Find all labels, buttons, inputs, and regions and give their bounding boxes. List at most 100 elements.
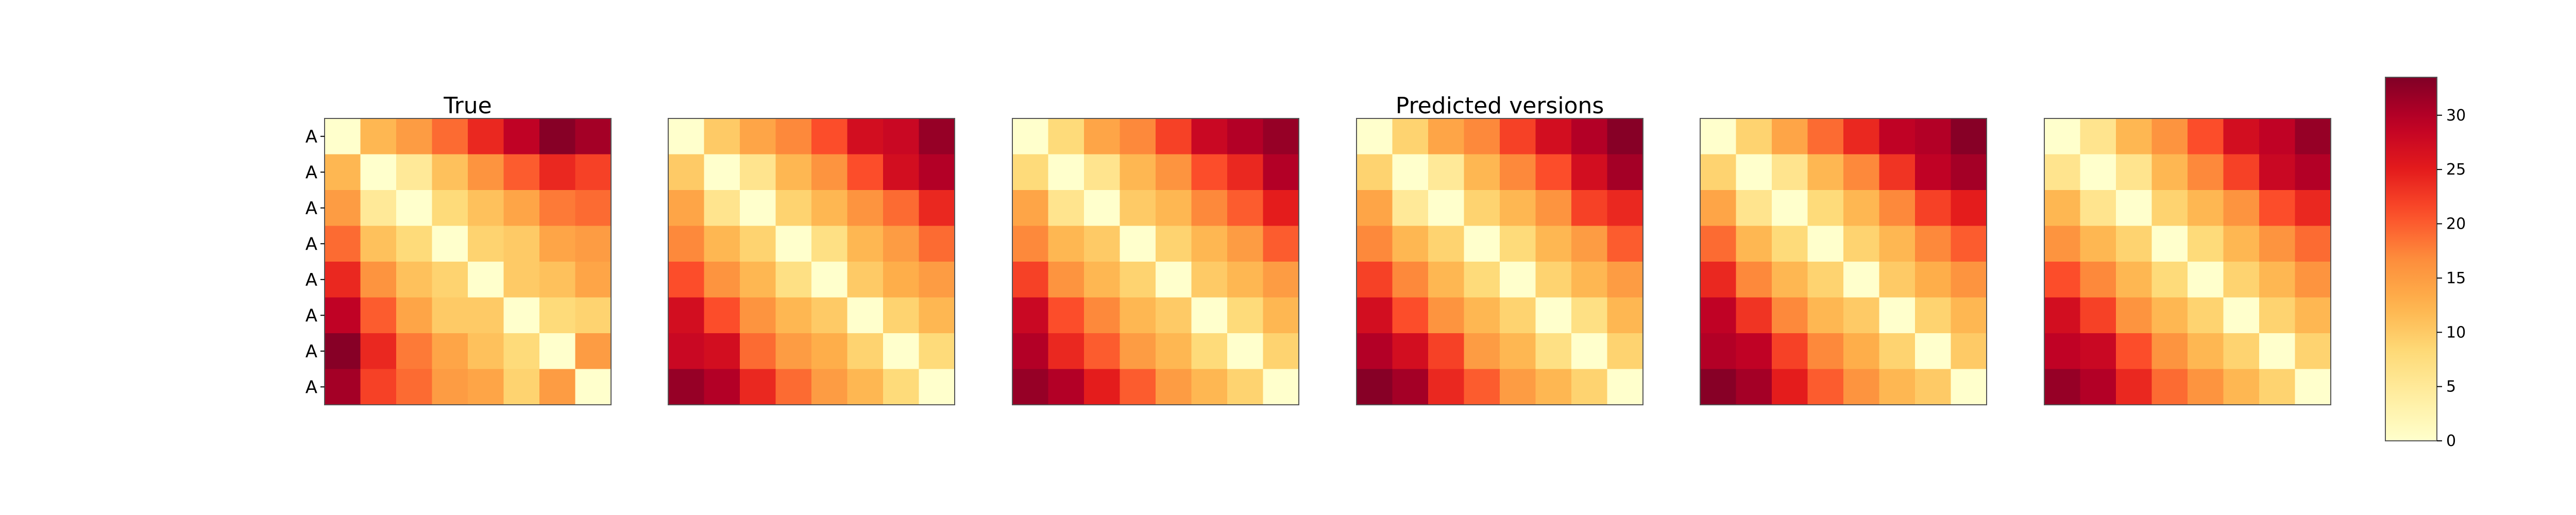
heatmap-cell [2116,333,2153,370]
heatmap-cell [1951,118,1987,155]
heatmap-cell [2080,297,2116,334]
heatmap-cell [575,154,612,191]
heatmap-cell [847,154,884,191]
heatmap-cell [539,333,576,370]
heatmap-cell [1428,154,1465,191]
heatmap-cell [1263,262,1299,298]
heatmap-cell [575,297,612,334]
heatmap-cell [1843,154,1880,191]
colorbar-tick-label: 15 [2446,269,2466,287]
heatmap-cell [883,226,920,262]
heatmap-cell [1571,190,1608,227]
heatmap-cell [668,154,705,191]
heatmap-cell [2116,118,2153,155]
heatmap-cell [2116,262,2153,298]
panel-frame [2044,118,2331,405]
heatmap-cell [1191,333,1228,370]
heatmap-cell [2259,118,2296,155]
colorbar-tick-label: 0 [2446,432,2456,450]
heatmap-cell [1535,369,1572,405]
heatmap-cell [1428,333,1465,370]
heatmap-cell [432,226,468,262]
heatmap-cell [1879,297,1916,334]
heatmap-cell [2080,333,2116,370]
heatmap-cell [2116,297,2153,334]
heatmap-cell [468,297,504,334]
heatmap-cell [2259,297,2296,334]
heatmap-cell [2188,297,2224,334]
heatmap-cell [360,333,397,370]
heatmap-cell [775,297,812,334]
heatmap-cell [1464,226,1500,262]
heatmap-cell [2295,262,2331,298]
heatmap-cell [1392,118,1429,155]
heatmap-cell [575,190,612,227]
heatmap-cell [1191,262,1228,298]
heatmap-cell [1915,262,1952,298]
heatmap-cell [919,190,955,227]
heatmap-cell [775,190,812,227]
heatmap-cell [1428,369,1465,405]
heatmap-cell [704,190,740,227]
heatmap-cell [2080,226,2116,262]
colorbar-tick-label: 30 [2446,107,2466,125]
heatmap-panel-4: Predicted versions [1356,93,1643,405]
heatmap-cell [1535,118,1572,155]
panel-title: True [443,93,492,119]
heatmap-cell [539,369,576,405]
heatmap-cell [1879,118,1916,155]
heatmap-cell [1772,369,1808,405]
heatmap-cell [1392,262,1429,298]
row-tick-label: A [306,270,317,290]
heatmap-cell [775,154,812,191]
heatmap-cell [1084,297,1121,334]
heatmap-cell [1607,118,1643,155]
heatmap-cell [811,262,848,298]
heatmap-cell [360,369,397,405]
heatmap-cell [1951,333,1987,370]
heatmap-cell [2295,190,2331,227]
heatmap-cell [2080,154,2116,191]
heatmap-cell [575,262,612,298]
colorbar-tick-label: 10 [2446,323,2466,341]
heatmap-cell [1263,297,1299,334]
heatmap-cell [1700,154,1737,191]
heatmap-cell [2259,190,2296,227]
heatmap-cell [883,262,920,298]
heatmap-cell [1357,190,1393,227]
heatmap-cell [1607,369,1643,405]
heatmap-cell [847,190,884,227]
heatmap-cell [1843,333,1880,370]
heatmap-cell [1915,333,1952,370]
heatmap-cell [1357,369,1393,405]
heatmap-cell [1807,333,1844,370]
heatmap-cell [575,226,612,262]
heatmap-cell [1048,226,1084,262]
heatmap-panel-5 [1700,118,1987,405]
heatmap-cell [396,118,433,155]
heatmap-cell [1736,297,1772,334]
heatmap-panel-3 [1012,118,1299,405]
heatmap-cell [1227,262,1264,298]
heatmap-cell [2044,118,2081,155]
heatmap-cell [704,262,740,298]
heatmap-cell [1227,297,1264,334]
heatmap-cell [468,333,504,370]
heatmap-cell [539,262,576,298]
heatmap-cell [1263,118,1299,155]
heatmap-cell [1464,190,1500,227]
heatmap-cell [1428,118,1465,155]
heatmap-cell [1156,190,1192,227]
heatmap-cell [2151,262,2188,298]
heatmap-cell [325,118,361,155]
heatmap-cell [325,297,361,334]
heatmap-cell [775,369,812,405]
heatmap-cell [1156,118,1192,155]
heatmap-cell [2295,154,2331,191]
heatmap-cell [1879,333,1916,370]
heatmap-cell [1500,118,1536,155]
heatmap-cell [396,190,433,227]
heatmap-cell [1428,297,1465,334]
heatmap-cell [1464,333,1500,370]
row-tick-label: A [306,377,317,398]
